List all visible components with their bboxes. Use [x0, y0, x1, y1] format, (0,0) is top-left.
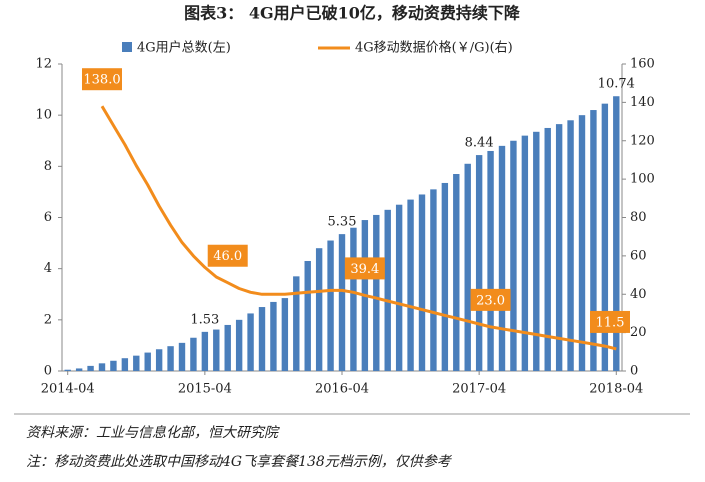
bar: [510, 140, 517, 371]
x-tick-label: 2015-04: [178, 382, 232, 397]
bar: [144, 352, 151, 371]
legend-swatch: [122, 42, 132, 52]
label-box: [470, 288, 511, 311]
bar: [578, 115, 586, 372]
y2-tick-label: 60: [630, 248, 647, 263]
bar: [315, 248, 323, 371]
bar: [270, 301, 277, 371]
bar: [155, 349, 163, 371]
bar: [544, 127, 551, 371]
y-tick-label: 8: [44, 159, 52, 174]
y2-tick-label: 100: [630, 172, 655, 187]
bar: [533, 131, 540, 371]
y-tick-label: 4: [44, 261, 52, 276]
x-tick-label: 2016-04: [315, 382, 369, 397]
bar-value-label: 8.44: [465, 136, 494, 151]
label-box: [344, 257, 385, 280]
line-value-label: 39.4: [350, 262, 379, 277]
y-tick-label: 10: [35, 108, 52, 123]
y-tick-label: 0: [44, 364, 52, 379]
y-tick-label: 12: [35, 57, 52, 72]
label-box: [82, 68, 122, 91]
bar: [521, 135, 529, 371]
line-value-label: 138.0: [83, 73, 120, 88]
bar: [235, 319, 243, 371]
y2-tick-label: 0: [630, 364, 638, 379]
bar: [487, 150, 494, 371]
bar-value-label: 5.35: [328, 215, 357, 230]
bar: [121, 358, 129, 371]
legend-label: 4G移动数据价格(￥/G)(右): [355, 40, 513, 56]
y-tick-label: 2: [44, 312, 52, 327]
bar: [338, 234, 346, 371]
bar: [567, 120, 574, 372]
bar: [464, 163, 471, 371]
bar: [350, 227, 357, 371]
y2-tick-label: 20: [630, 325, 647, 340]
y2-tick-label: 80: [630, 210, 647, 225]
bar: [601, 103, 609, 371]
bar: [293, 276, 300, 371]
bar: [384, 209, 391, 371]
bar: [304, 260, 311, 371]
bar: [418, 194, 426, 371]
bar: [590, 110, 597, 372]
y2-tick-label: 120: [630, 133, 655, 148]
bar: [178, 342, 186, 371]
label-box: [207, 244, 248, 267]
chart-title: 图表3： 4G用户已破10亿，移动资费持续下降: [184, 4, 521, 23]
bar: [395, 204, 403, 371]
bar: [167, 346, 174, 371]
footnote: 注：移动资费此处选取中国移动4G飞享套餐138元档示例，仅供参考: [26, 454, 453, 470]
x-tick-label: 2014-04: [41, 382, 95, 397]
line-value-label: 46.0: [213, 249, 242, 264]
y2-tick-label: 140: [630, 95, 655, 110]
bar: [453, 174, 460, 371]
bar: [87, 365, 94, 371]
line-value-label: 23.0: [476, 293, 505, 308]
legend-label: 4G用户总数(左): [137, 40, 231, 56]
bar: [555, 124, 563, 371]
bar: [64, 369, 71, 371]
y2-tick-label: 160: [630, 57, 655, 72]
bar: [201, 331, 209, 371]
bar: [247, 313, 254, 371]
bar-value-label: 1.53: [190, 312, 219, 327]
bar: [327, 240, 334, 371]
bar: [613, 96, 620, 372]
y2-tick-label: 40: [630, 287, 647, 302]
bar: [498, 145, 506, 371]
bar: [75, 368, 83, 371]
bar: [98, 363, 106, 371]
x-tick-label: 2017-04: [452, 382, 506, 397]
bar: [475, 155, 483, 371]
bar: [133, 355, 140, 371]
y-tick-label: 6: [44, 210, 52, 225]
bar: [407, 199, 414, 371]
bar: [258, 307, 266, 371]
bar: [430, 189, 437, 371]
bar: [213, 329, 220, 371]
bar-value-label: 10.74: [598, 77, 635, 92]
line-value-label: 11.5: [596, 315, 625, 330]
label-box: [590, 310, 630, 333]
price-line: [100, 105, 617, 351]
source-note: 资料来源：工业与信息化部，恒大研究院: [26, 425, 280, 441]
bar: [281, 298, 289, 371]
bar: [441, 182, 449, 371]
bar: [373, 214, 380, 371]
bar: [190, 337, 197, 371]
bar: [110, 360, 117, 371]
x-tick-label: 2018-04: [589, 382, 643, 397]
bar: [224, 324, 231, 371]
